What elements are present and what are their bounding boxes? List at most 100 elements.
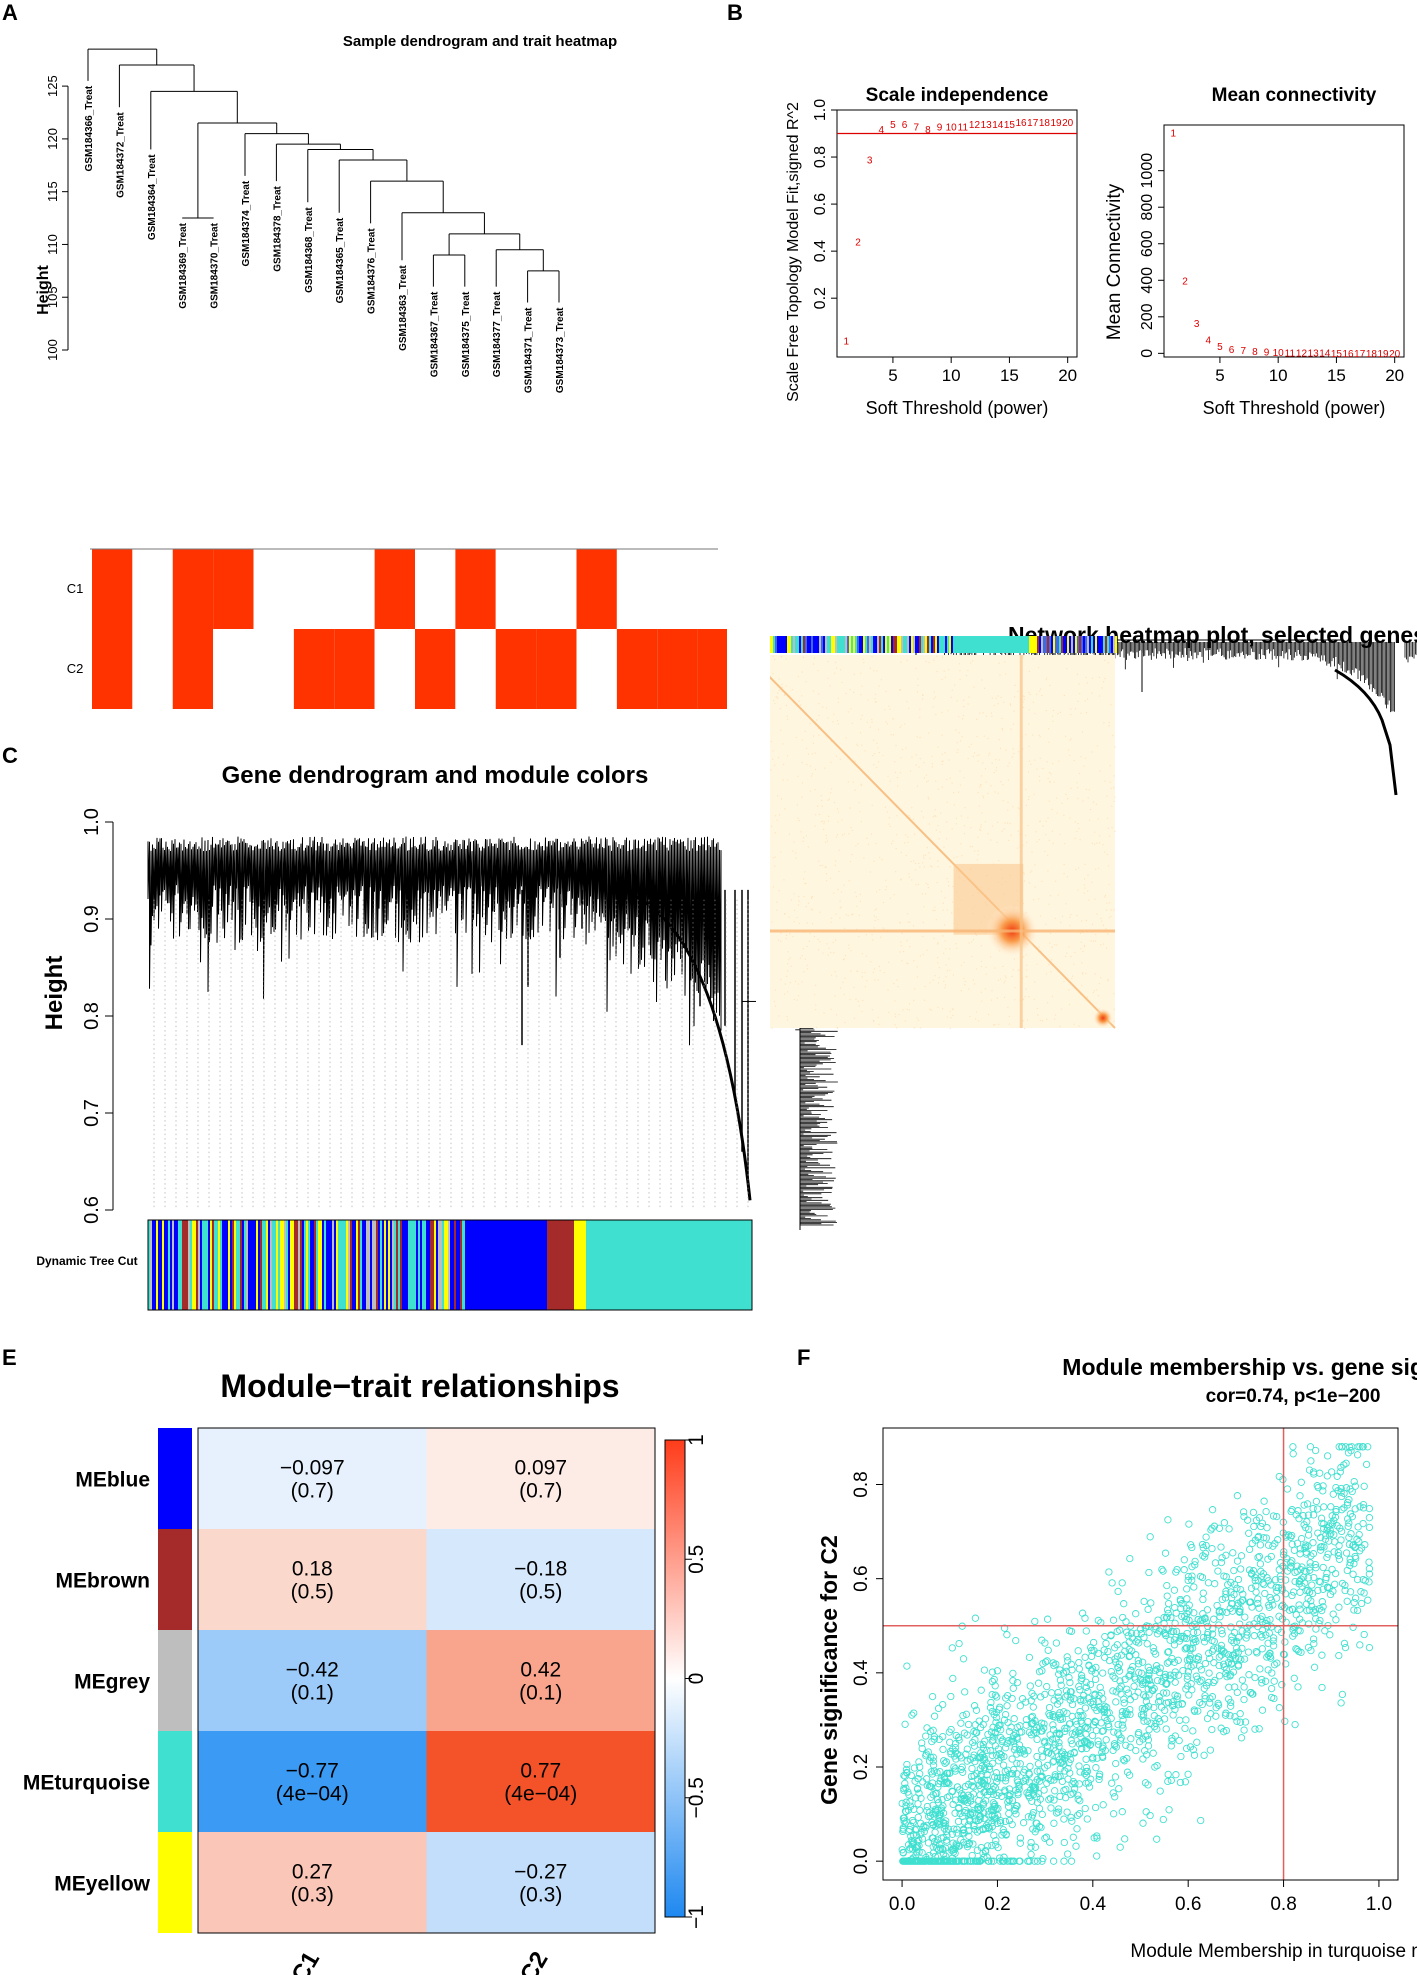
correlation-value: −0.27 (514, 1861, 567, 1884)
heatmap-speckle (925, 882, 927, 885)
sample-label: GSM184369_Treat (178, 222, 189, 308)
heatmap-speckle (1083, 878, 1086, 880)
top-color-stripe (863, 636, 865, 653)
heatmap-speckle (997, 703, 999, 705)
heatmap-speckle (858, 914, 860, 917)
top-color-stripe (989, 636, 991, 653)
heatmap-speckle (1008, 839, 1010, 841)
heatmap-speckle (1076, 830, 1078, 833)
heatmap-speckle (822, 820, 824, 822)
module-color-stripe (240, 1220, 242, 1310)
module-color-stripe (392, 1220, 394, 1310)
heatmap-speckle (941, 760, 943, 762)
heatmap-speckle (895, 848, 897, 850)
heatmap-speckle (796, 999, 798, 1001)
heatmap-speckle (923, 777, 925, 779)
heatmap-speckle (977, 850, 979, 852)
heatmap-speckle (1078, 772, 1081, 775)
heatmap-speckle (824, 866, 826, 869)
top-color-stripe (953, 636, 955, 653)
module-trait-colorbar: −1−0.500.51 (664, 1434, 708, 1929)
heatmap-speckle (971, 660, 974, 662)
correlation-cell (198, 1630, 427, 1731)
heatmap-speckle (804, 871, 806, 873)
top-color-stripe (1061, 636, 1063, 653)
heatmap-speckle (815, 814, 817, 816)
mean-connectivity-xlabel: Soft Threshold (power) (1203, 398, 1386, 418)
top-color-stripe (1039, 636, 1041, 653)
y-tick-label: 1.0 (812, 99, 829, 121)
trait-cell (92, 549, 133, 629)
power-point: 4 (878, 125, 884, 136)
trait-cell (536, 629, 577, 709)
heatmap-speckle (1084, 700, 1086, 702)
y-tick-label: 0.8 (851, 1471, 872, 1497)
module-color-stripe (404, 1220, 406, 1310)
y-tick-label: 1.0 (81, 808, 103, 836)
heatmap-speckle (851, 913, 853, 916)
heatmap-speckle (1005, 977, 1007, 979)
heatmap-speckle (1023, 695, 1025, 698)
heatmap-speckle (869, 726, 871, 728)
module-color-stripe (206, 1220, 208, 1310)
top-color-stripe (785, 636, 787, 653)
heatmap-speckle (818, 734, 820, 736)
heatmap-speckle (786, 715, 788, 717)
heatmap-speckle (1077, 797, 1079, 800)
top-color-stripe (917, 636, 919, 653)
heatmap-speckle (817, 670, 819, 672)
heatmap-speckle (789, 982, 792, 984)
plot-box (1163, 124, 1405, 358)
heatmap-speckle (953, 857, 955, 859)
heatmap-speckle (810, 908, 813, 910)
module-color-stripe (276, 1220, 278, 1310)
heatmap-speckle (905, 854, 907, 857)
heatmap-speckle (965, 675, 968, 677)
heatmap-speckle (783, 879, 785, 881)
power-point: 19 (1377, 349, 1389, 360)
heatmap-speckle (957, 749, 959, 751)
module-color-stripe (462, 1220, 464, 1310)
heatmap-speckle (937, 865, 939, 868)
heatmap-speckle (896, 776, 899, 779)
heatmap-speckle (863, 857, 865, 859)
trait-cell (536, 549, 577, 629)
heatmap-speckle (916, 976, 918, 978)
heatmap-speckle (1038, 775, 1040, 777)
network-top-color-bar (770, 636, 1117, 653)
heatmap-hot-spot (1093, 1008, 1113, 1028)
module-label: MEyellow (54, 1873, 150, 1896)
heatmap-speckle (1066, 798, 1069, 800)
module-color-stripe (262, 1220, 264, 1310)
heatmap-speckle (826, 707, 828, 709)
mean-connectivity-plot: Mean connectivity Soft Threshold (power)… (1104, 85, 1405, 418)
module-color-stripe (306, 1220, 308, 1310)
heatmap-diagonal (770, 675, 1116, 1029)
heatmap-speckle (1110, 915, 1112, 918)
heatmap-speckle (1068, 749, 1070, 751)
heatmap-speckle (807, 846, 809, 848)
heatmap-speckle (943, 980, 945, 983)
heatmap-speckle (861, 971, 863, 973)
heatmap-speckle (962, 715, 965, 717)
heatmap-speckle (976, 735, 978, 738)
heatmap-speckle (1107, 980, 1109, 982)
y-tick-label: 0.7 (81, 1099, 103, 1127)
module-color-stripe (256, 1220, 258, 1310)
heatmap-speckle (785, 934, 788, 936)
heatmap-speckle (973, 686, 975, 688)
heatmap-speckle (830, 877, 832, 879)
module-membership-scatter: 0.0 0.2 0.4 0.6 0.8 1.00.00.20.40.60.8 (851, 1427, 1399, 1915)
heatmap-speckle (1053, 781, 1055, 783)
correlation-value: 0.27 (292, 1861, 333, 1884)
heatmap-speckle (1106, 902, 1108, 904)
heatmap-speckle (825, 834, 827, 837)
heatmap-speckle (837, 697, 839, 699)
power-point: 16 (1016, 118, 1028, 129)
heatmap-speckle (861, 976, 863, 978)
heatmap-speckle (1104, 780, 1106, 782)
heatmap-speckle (980, 775, 983, 777)
panel-letter-e: E (2, 1345, 17, 1370)
heatmap-speckle (797, 675, 799, 678)
heatmap-speckle (1036, 768, 1038, 770)
